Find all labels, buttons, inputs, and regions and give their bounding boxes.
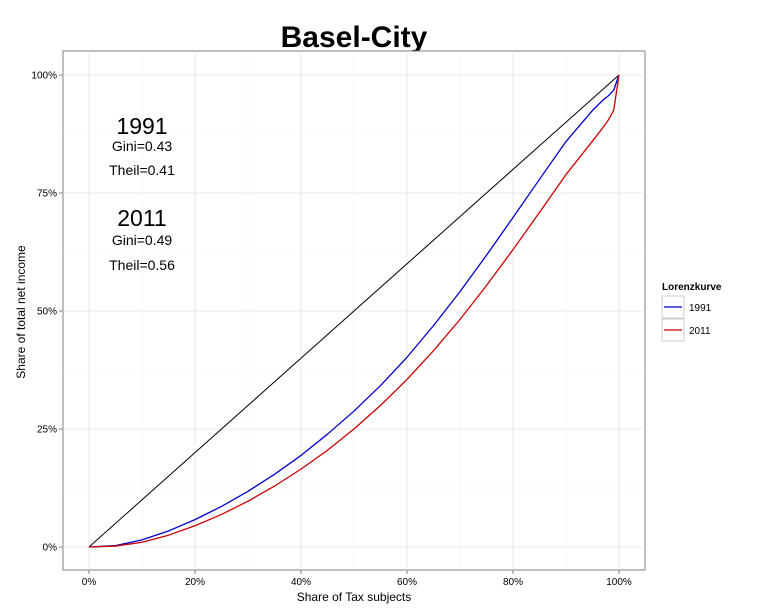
annotation-1991: 1991 Gini=0.43 Theil=0.41 bbox=[109, 113, 175, 178]
y-tick-label: 25% bbox=[37, 425, 57, 436]
x-tick-label: 0% bbox=[82, 577, 97, 588]
annotation-theil: Theil=0.41 bbox=[109, 162, 175, 178]
y-axis-ticks: 0% 25% 50% 75% 100% bbox=[31, 71, 63, 554]
x-axis-label: Share of Tax subjects bbox=[297, 590, 412, 604]
x-tick-label: 20% bbox=[185, 577, 205, 588]
x-tick-label: 40% bbox=[291, 577, 311, 588]
x-axis-ticks: 0% 20% 40% 60% 80% 100% bbox=[82, 570, 632, 588]
annotation-theil: Theil=0.56 bbox=[109, 257, 175, 273]
annotation-year: 2011 bbox=[117, 205, 166, 231]
legend-title: Lorenzkurve bbox=[662, 282, 722, 293]
x-tick-label: 80% bbox=[503, 577, 523, 588]
y-tick-label: 75% bbox=[37, 189, 57, 200]
annotation-gini: Gini=0.49 bbox=[112, 232, 173, 248]
y-axis-label: Share of total net income bbox=[14, 245, 28, 379]
series-line-1991 bbox=[88, 74, 620, 548]
y-tick-label: 100% bbox=[31, 71, 57, 82]
x-tick-label: 60% bbox=[397, 577, 417, 588]
grid-minor bbox=[63, 51, 645, 570]
legend-label-1991: 1991 bbox=[689, 303, 712, 314]
y-tick-label: 50% bbox=[37, 307, 57, 318]
chart-lines bbox=[88, 74, 620, 548]
equality-line bbox=[88, 74, 620, 548]
series-line-2011 bbox=[88, 74, 620, 548]
annotation-year: 1991 bbox=[116, 113, 167, 139]
annotation-2011: 2011 Gini=0.49 Theil=0.56 bbox=[109, 205, 175, 273]
x-tick-label: 100% bbox=[606, 577, 632, 588]
legend: Lorenzkurve 1991 2011 bbox=[661, 282, 722, 342]
annotation-gini: Gini=0.43 bbox=[112, 138, 173, 154]
legend-label-2011: 2011 bbox=[689, 326, 711, 337]
chart-title: Basel-City bbox=[281, 21, 428, 54]
y-tick-label: 0% bbox=[43, 543, 58, 554]
